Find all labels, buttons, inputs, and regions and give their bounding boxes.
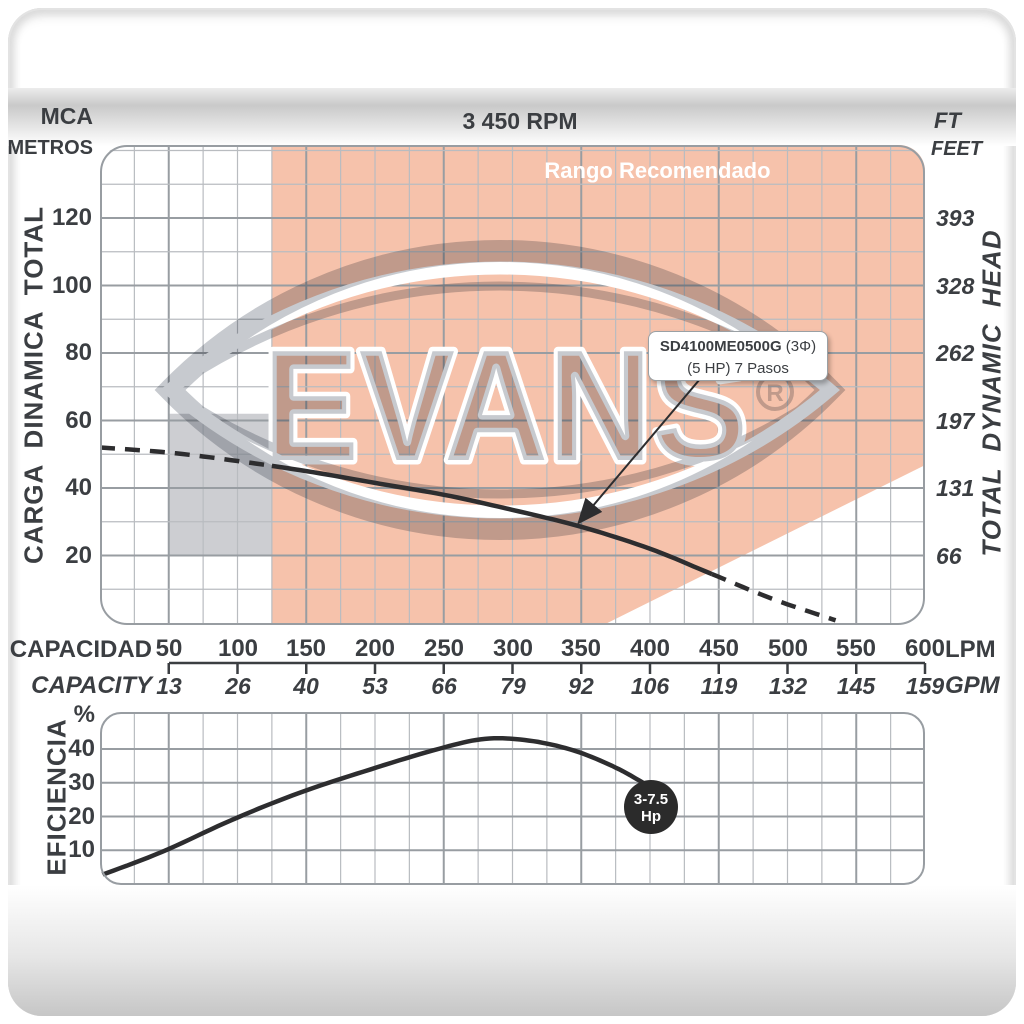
callout-arrow xyxy=(577,378,701,525)
gpm-value: 26 xyxy=(225,673,251,699)
lpm-value: 150 xyxy=(285,635,327,662)
capacity-tick-axis xyxy=(167,661,927,674)
efficiency-tick: 20 xyxy=(68,803,95,830)
feet-tick: 197 xyxy=(936,408,975,434)
gpm-value: 106 xyxy=(630,673,670,699)
feet-tick: 66 xyxy=(936,543,962,569)
capacity-label-en: CAPACITY xyxy=(31,672,152,699)
gpm-value: 159 xyxy=(905,673,945,699)
gpm-value: 40 xyxy=(293,673,319,699)
footer-gradient-band xyxy=(8,885,1016,1016)
efficiency-unit-percent: % xyxy=(73,701,95,728)
gpm-value: 92 xyxy=(568,673,594,699)
gpm-value: 13 xyxy=(156,673,182,699)
left-axis-title: CARGA DINAMICA TOTAL xyxy=(18,205,49,565)
unit-metros: METROS xyxy=(7,137,93,159)
lpm-value: 450 xyxy=(698,635,740,662)
head-curve-dashed-left xyxy=(100,445,266,468)
pump-model-code: SD4100ME0500G xyxy=(659,338,782,355)
lpm-value: 550 xyxy=(835,635,877,662)
lpm-value: 500 xyxy=(767,635,809,662)
hp-badge-unit: Hp xyxy=(641,808,661,826)
gpm-value: 66 xyxy=(431,673,457,699)
header-gradient-band xyxy=(8,88,1016,146)
metros-tick: 80 xyxy=(65,339,92,366)
lpm-value: 600 xyxy=(904,635,946,662)
rpm-title: 3 450 RPM xyxy=(462,108,578,134)
unit-gpm: GPM xyxy=(945,672,1000,699)
metros-tick: 20 xyxy=(65,542,92,569)
evans-logo-inner-swoosh xyxy=(162,281,838,499)
head-curve-solid xyxy=(271,463,713,577)
lpm-value: 250 xyxy=(423,635,465,662)
feet-tick: 328 xyxy=(936,273,975,299)
gpm-value: 145 xyxy=(836,673,876,699)
efficiency-tick: 40 xyxy=(68,735,95,762)
lpm-value: 400 xyxy=(629,635,671,662)
metros-tick: 120 xyxy=(51,204,92,231)
unit-mca: MCA xyxy=(40,103,93,129)
gpm-value: 79 xyxy=(500,673,526,699)
pump-model-callout: SD4100ME0500G (3Φ) (5 HP) 7 Pasos xyxy=(648,331,828,381)
gpm-value: 132 xyxy=(768,673,808,699)
efficiency-tick: 30 xyxy=(68,769,95,796)
lpm-value: 100 xyxy=(217,635,259,662)
gpm-value: 53 xyxy=(362,673,388,699)
feet-tick: 393 xyxy=(936,205,975,231)
feet-tick: 262 xyxy=(936,340,975,366)
recommended-range-label: Rango Recomendado xyxy=(544,158,771,183)
hp-range-badge: 3-7.5 Hp xyxy=(624,780,678,834)
feet-tick: 131 xyxy=(936,475,975,501)
unit-ft: FT xyxy=(934,108,961,133)
efficiency-curve xyxy=(100,735,647,878)
unit-feet: FEET xyxy=(931,138,983,160)
pump-model-line2: (5 HP) 7 Pasos xyxy=(687,359,789,377)
registered-mark-r: R xyxy=(766,380,783,407)
lpm-value: 350 xyxy=(560,635,602,662)
metros-tick: 60 xyxy=(65,407,92,434)
metros-tick: 40 xyxy=(65,474,92,501)
gpm-value: 119 xyxy=(700,673,738,699)
lpm-value: 50 xyxy=(155,635,183,662)
metros-tick: 100 xyxy=(51,272,92,299)
efficiency-chart xyxy=(100,712,925,885)
pump-model-line1: SD4100ME0500G (3Φ) xyxy=(649,336,827,358)
lpm-value: 200 xyxy=(354,635,396,662)
unit-lpm: LPM xyxy=(945,636,996,663)
lpm-value: 300 xyxy=(492,635,534,662)
hp-badge-range: 3-7.5 xyxy=(633,791,669,808)
capacity-label-es: CAPACIDAD xyxy=(9,636,152,663)
pump-model-phase: (3Φ) xyxy=(781,338,817,355)
efficiency-tick: 10 xyxy=(68,836,95,863)
